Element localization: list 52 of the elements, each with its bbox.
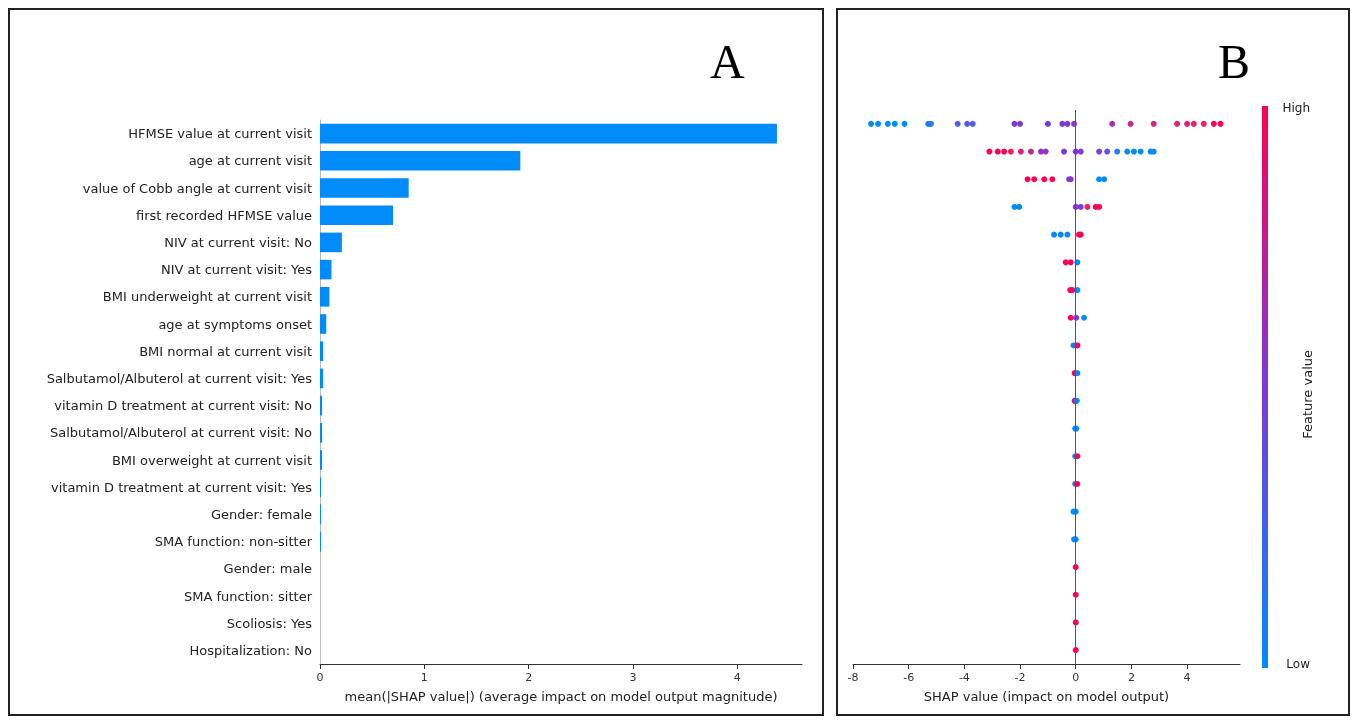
bar bbox=[320, 123, 777, 144]
x-tick-label: 0 bbox=[1072, 671, 1080, 684]
y-tick-label: SMA function: sitter bbox=[183, 588, 313, 604]
bar bbox=[320, 259, 332, 280]
chart-title: A bbox=[710, 34, 745, 88]
text: Low bbox=[1286, 657, 1311, 671]
y-tick-label: vitamin D treatment at current visit: No bbox=[54, 398, 313, 414]
bar bbox=[320, 395, 323, 416]
x-tick-label: 1 bbox=[420, 671, 428, 684]
y-tick-label: HFMSE value at current visit bbox=[128, 126, 312, 142]
y-tick-label: SMA function: non-sitter bbox=[154, 534, 313, 550]
bar bbox=[320, 205, 394, 225]
bar bbox=[320, 450, 323, 470]
y-tick-label: NIV at current visit: No bbox=[164, 234, 313, 250]
y-tick-label: BMI overweight at current visit bbox=[111, 452, 312, 468]
x-tick-label: -8 bbox=[847, 671, 859, 684]
y-tick-label: Hospitalization: No bbox=[189, 642, 313, 658]
y-tick-label: Gender: female bbox=[210, 506, 312, 522]
x-tick-label: 2 bbox=[525, 671, 533, 684]
x-tick-label: -2 bbox=[1014, 671, 1026, 684]
y-tick-label: BMI normal at current visit bbox=[139, 343, 312, 359]
y-tick-label: Salbutamol/Albuterol at current visit: Yes bbox=[46, 370, 313, 386]
x-tick-label: 3 bbox=[629, 671, 637, 684]
x-axis-title: SHAP value (impact on model output) bbox=[923, 689, 1170, 704]
bar bbox=[320, 423, 323, 443]
x-tick-label: 4 bbox=[1183, 671, 1191, 684]
x-axis-title: mean(|SHAP value|) (average impact on model output magnitude) bbox=[344, 689, 778, 704]
chart-title: B bbox=[1218, 34, 1251, 88]
y-tick-label: first recorded HFMSE value bbox=[135, 207, 312, 223]
bar bbox=[320, 368, 324, 389]
y-tick-label: BMI underweight at current visit bbox=[102, 289, 312, 305]
y-tick-label: Scoliosis: Yes bbox=[226, 615, 313, 631]
x-tick-label: 2 bbox=[1127, 671, 1135, 684]
y-tick-label: NIV at current visit: Yes bbox=[160, 262, 313, 278]
text: High bbox=[1282, 101, 1311, 115]
bar bbox=[320, 178, 409, 198]
y-tick-label: vitamin D treatment at current visit: Yes bbox=[50, 479, 313, 495]
bar bbox=[320, 287, 330, 307]
x-tick-label: 0 bbox=[316, 671, 324, 684]
color-bar-title: Feature value bbox=[1300, 350, 1315, 439]
y-tick-label: age at symptoms onset bbox=[158, 316, 312, 332]
y-tick-label: Gender: male bbox=[223, 561, 312, 577]
x-tick-label: -6 bbox=[903, 671, 915, 684]
bar bbox=[320, 314, 327, 334]
x-tick-label: 4 bbox=[733, 671, 741, 684]
y-tick-label: value of Cobb angle at current visit bbox=[82, 180, 312, 196]
x-tick-label: -4 bbox=[958, 671, 970, 684]
y-tick-label: Salbutamol/Albuterol at current visit: No bbox=[49, 425, 313, 441]
bar bbox=[320, 232, 342, 253]
y-tick-label: age at current visit bbox=[188, 153, 312, 169]
bar bbox=[320, 151, 521, 171]
bar bbox=[320, 341, 324, 361]
